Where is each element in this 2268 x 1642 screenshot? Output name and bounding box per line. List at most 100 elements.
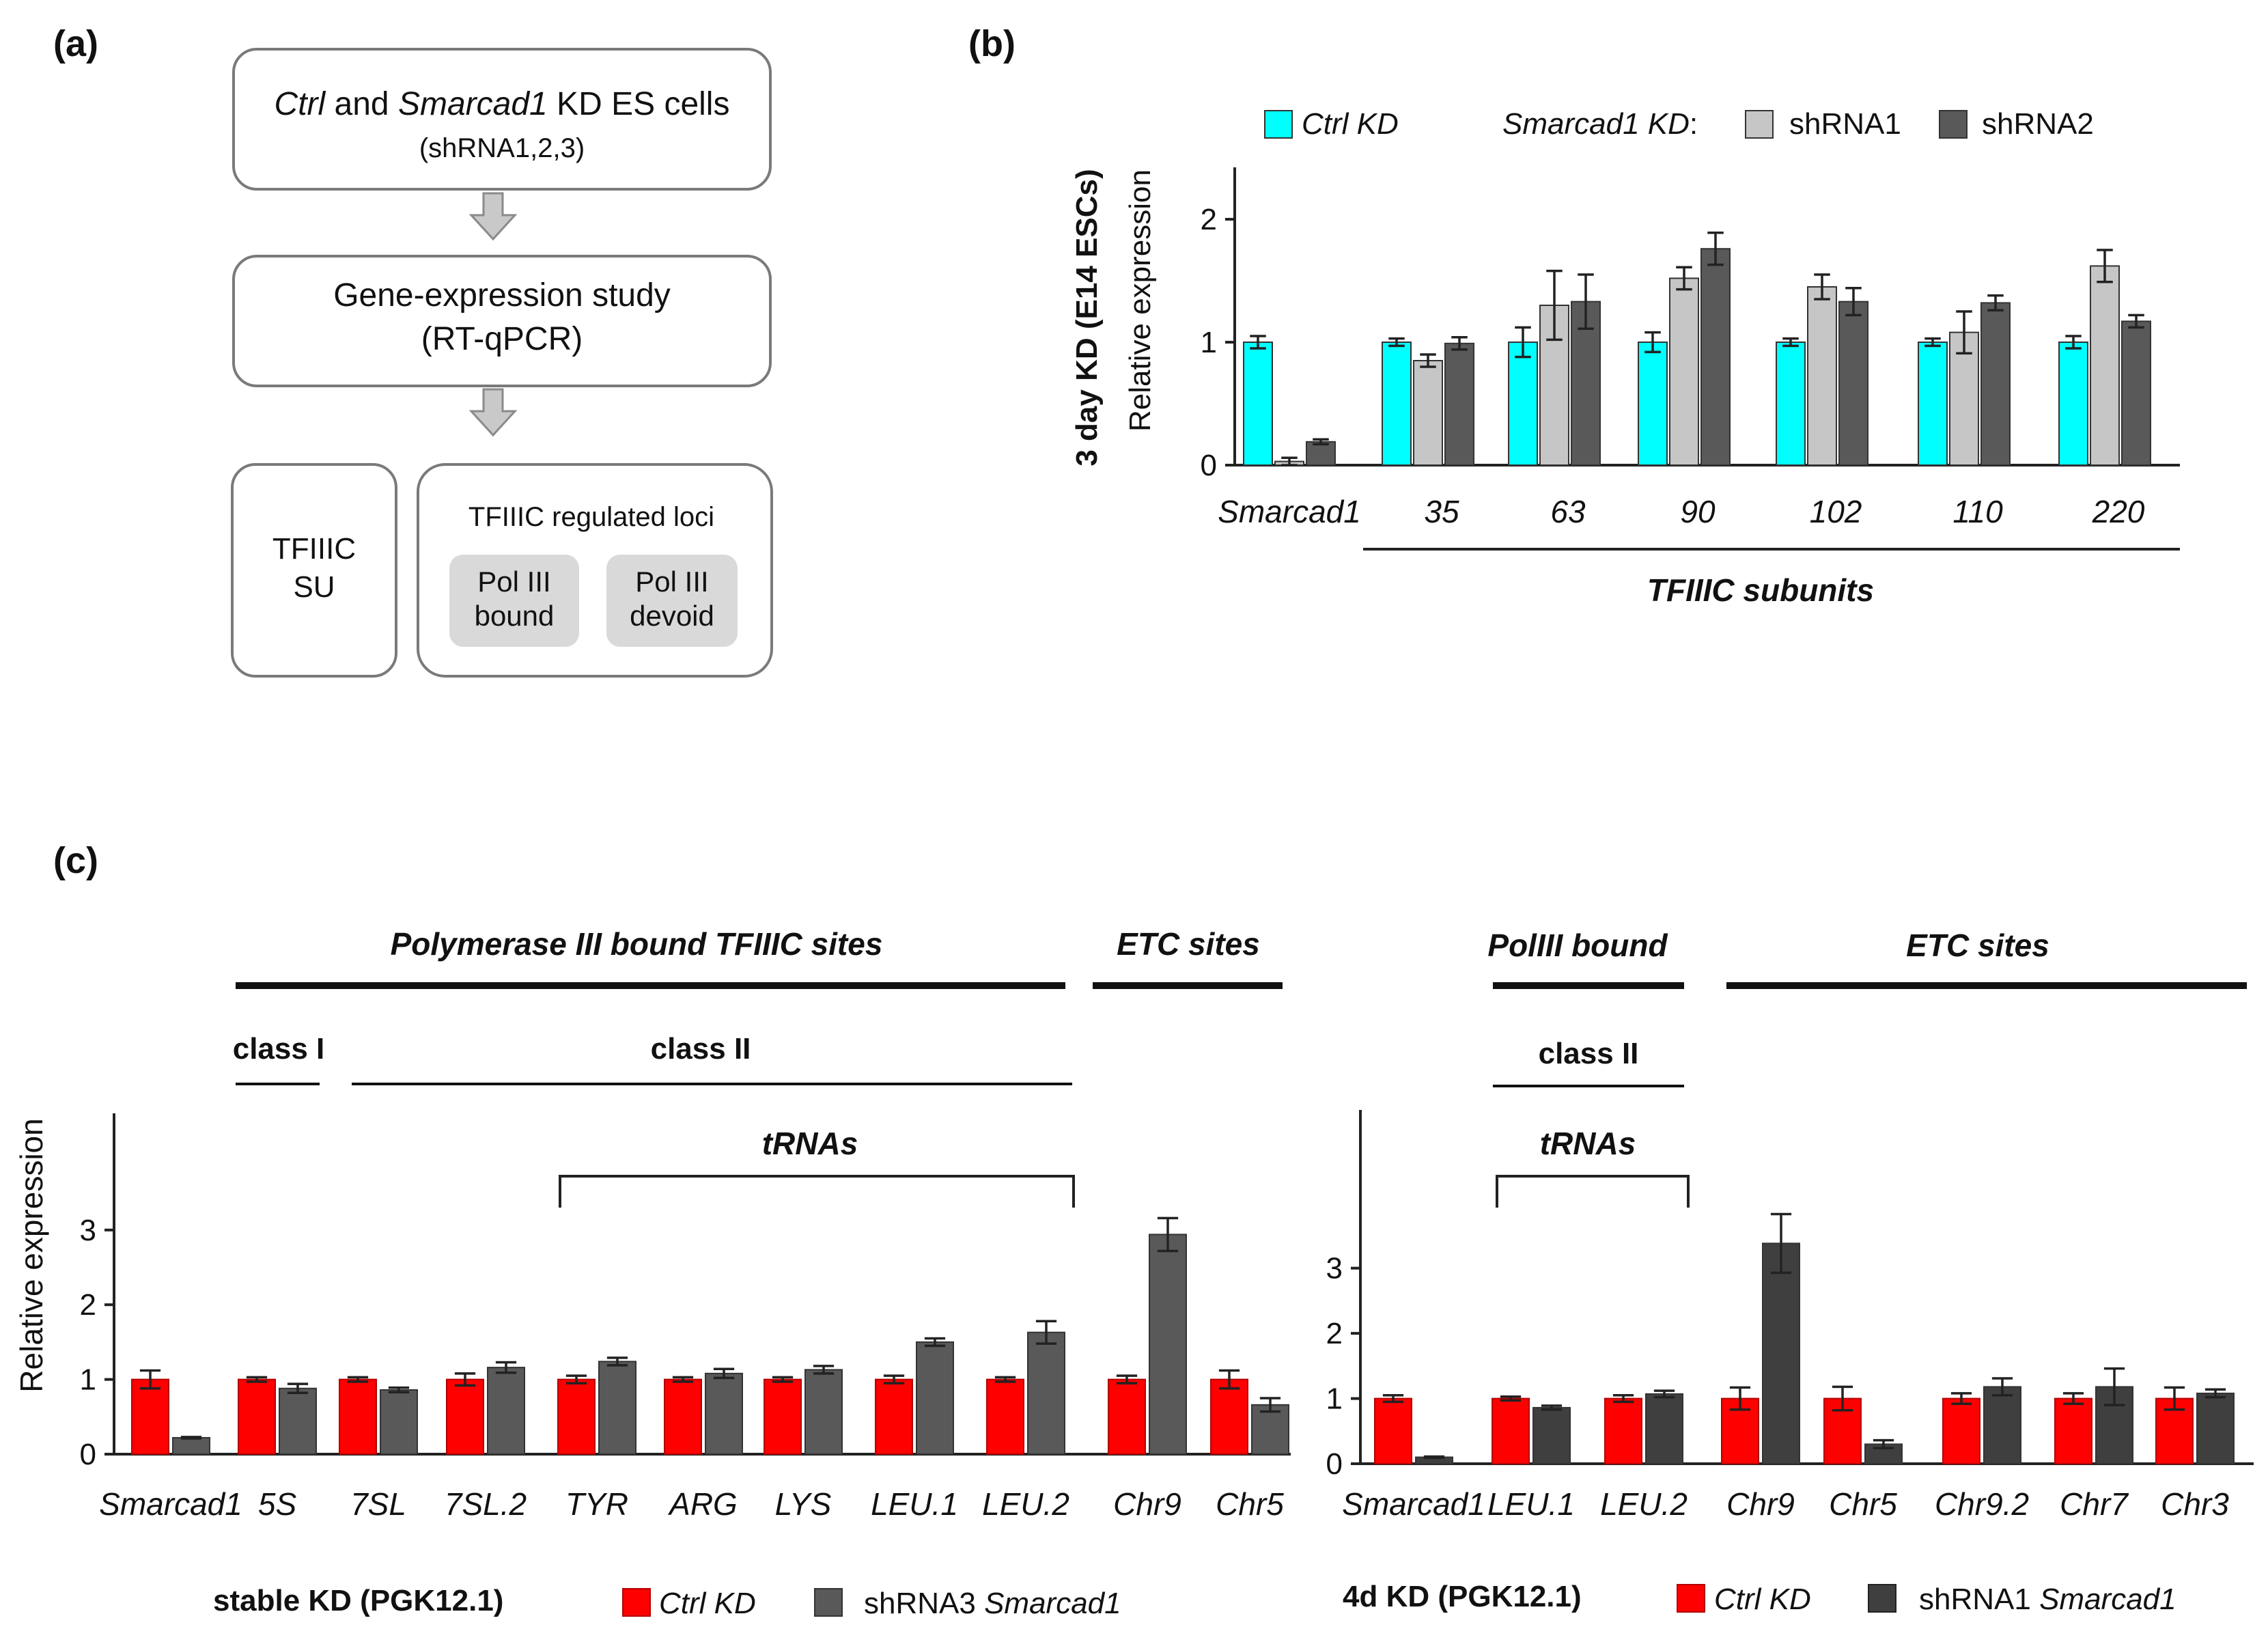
pol3-devoid-box xyxy=(606,555,738,647)
legend-swatch-shrna1 xyxy=(1745,110,1774,139)
error-bar-chr7-shrna1-smarcad1 xyxy=(2103,1367,2125,1406)
legend-title-stable-kd: stable KD (PGK12.1) xyxy=(213,1584,503,1617)
legend-label-shrna1: shRNA1 xyxy=(1789,107,1901,141)
error-bar-7sl-2-shrna3-smarcad1 xyxy=(495,1361,517,1374)
error-bar-smarcad1-shrna3-smarcad1 xyxy=(180,1436,202,1440)
error-bar-63-ctrl-kd xyxy=(1515,326,1531,359)
bar-leu-1-shrna3-smarcad1 xyxy=(916,1341,954,1455)
legend-swatch-shrna3 xyxy=(814,1588,843,1617)
legend-swatch-ctrl-kd-c2 xyxy=(1677,1584,1705,1613)
legend-swatch-ctrl-kd-c1 xyxy=(622,1588,651,1617)
error-bar-arg-shrna3-smarcad1 xyxy=(713,1367,735,1380)
bar-102-shrna1 xyxy=(1807,286,1837,466)
bar-5s-shrna3-smarcad1 xyxy=(279,1387,317,1455)
panel-a-label: (a) xyxy=(53,23,98,64)
y-tick-label: 0 xyxy=(80,1438,96,1471)
y-tick-label: 3 xyxy=(80,1214,96,1247)
bar-chr9-2-ctrl-kd xyxy=(1942,1397,1980,1465)
bar-chr9-2-shrna1-smarcad1 xyxy=(1983,1386,2021,1464)
y-tick-label: 0 xyxy=(1201,449,1217,482)
bar-5s-ctrl-kd xyxy=(238,1378,276,1456)
error-bar-tyr-shrna3-smarcad1 xyxy=(606,1356,628,1367)
error-bar-7sl-shrna3-smarcad1 xyxy=(388,1386,410,1393)
error-bar-leu-1-ctrl-kd xyxy=(883,1374,905,1384)
legend-group-smarcad1-kd: Smarcad1 KD: xyxy=(1502,107,1698,141)
flow-box-study-subtitle: (RT-qPCR) xyxy=(421,321,583,357)
y-tick-label: 2 xyxy=(1201,203,1217,236)
bar-110-shrna2 xyxy=(1980,302,2011,466)
error-bar-110-shrna2 xyxy=(1987,294,2004,311)
x-tick-label-chr9: Chr9 xyxy=(1113,1486,1181,1522)
legend-label-shrna2: shRNA2 xyxy=(1982,107,2094,141)
bar-chr9-shrna1-smarcad1 xyxy=(1762,1242,1800,1465)
x-tick-label-chr9-2: Chr9.2 xyxy=(1935,1486,2029,1522)
x-tick-label-leu-2: LEU.2 xyxy=(982,1486,1069,1522)
bar-7sl-shrna3-smarcad1 xyxy=(380,1389,418,1456)
down-arrow-icon xyxy=(468,192,518,241)
x-tick-label-smarcad1: Smarcad1 xyxy=(1342,1486,1485,1522)
bar-leu-2-shrna1-smarcad1 xyxy=(1645,1393,1683,1465)
error-bar-110-ctrl-kd xyxy=(1924,337,1941,348)
panel-a: (a) Ctrl and Smarcad1 KD ES cells (shRNA… xyxy=(53,23,773,678)
bar-7sl-2-ctrl-kd xyxy=(446,1378,484,1456)
bar-220-ctrl-kd xyxy=(2058,342,2088,466)
x-tick-label-7sl-2: 7SL.2 xyxy=(445,1486,527,1522)
x-tick-label-smarcad1: Smarcad1 xyxy=(1218,494,1361,529)
bar-smarcad1-ctrl-kd xyxy=(1374,1397,1412,1465)
bar-leu-2-ctrl-kd xyxy=(986,1378,1024,1456)
error-bar-7sl-ctrl-kd xyxy=(347,1376,369,1383)
error-bar-chr3-shrna1-smarcad1 xyxy=(2204,1388,2226,1399)
error-bar-smarcad1-shrna1 xyxy=(1281,456,1298,467)
error-bar-smarcad1-ctrl-kd xyxy=(139,1369,161,1390)
chart-c1: 0 1 2 3 Smarcad1 5S 7SL 7SL.2 TYR ARG LYS LEU.1 LEU.… xyxy=(80,1113,1291,1522)
flow-box-study xyxy=(232,255,772,387)
bar-smarcad1-ctrl-kd xyxy=(1243,342,1273,466)
x-tick-label-35: 35 xyxy=(1424,494,1459,529)
bar-tyr-ctrl-kd xyxy=(557,1378,596,1456)
pol3-bound-line2: bound xyxy=(475,600,555,632)
error-bar-chr5-ctrl-kd xyxy=(1218,1369,1240,1390)
error-bar-leu-2-ctrl-kd xyxy=(994,1376,1016,1383)
bar-chr7-ctrl-kd xyxy=(2054,1397,2092,1465)
x-tick-label-arg: ARG xyxy=(667,1486,738,1522)
bar-smarcad1-shrna2 xyxy=(1306,441,1336,466)
bar-220-shrna1 xyxy=(2090,265,2120,466)
bracket-trnas-left xyxy=(559,1175,1075,1208)
chart-b-side-label: 3 day KD (E14 ESCs) xyxy=(1070,169,1104,466)
down-arrow-icon xyxy=(468,388,518,437)
error-bar-chr9-2-shrna1-smarcad1 xyxy=(1991,1377,2013,1397)
x-tick-label-chr5: Chr5 xyxy=(1829,1486,1897,1522)
error-bar-102-shrna1 xyxy=(1814,273,1830,301)
legend-label-ctrl-kd-c1: Ctrl KD xyxy=(659,1587,756,1620)
bar-63-ctrl-kd xyxy=(1508,342,1538,466)
bar-tyr-shrna3-smarcad1 xyxy=(598,1361,636,1456)
error-bar-chr9-shrna1-smarcad1 xyxy=(1770,1212,1792,1275)
flow-box-tfiiic-su-line1: TFIIIC xyxy=(272,532,356,566)
flow-box-cells xyxy=(232,48,772,191)
bar-102-ctrl-kd xyxy=(1776,342,1806,466)
error-bar-90-ctrl-kd xyxy=(1644,331,1661,354)
chart-b: 0 1 2 Smarcad1 35 63 90 102 110 220 xyxy=(1201,167,2180,529)
bar-90-ctrl-kd xyxy=(1638,342,1668,466)
bar-arg-ctrl-kd xyxy=(664,1378,702,1456)
error-bar-leu-1-shrna3-smarcad1 xyxy=(924,1337,946,1348)
y-tick-label: 2 xyxy=(1326,1317,1343,1350)
x-tick-label-102: 102 xyxy=(1810,494,1862,529)
bar-smarcad1-ctrl-kd xyxy=(131,1378,169,1456)
error-bar-chr5-ctrl-kd xyxy=(1832,1385,1853,1412)
bar-leu-1-ctrl-kd xyxy=(1492,1397,1530,1465)
error-bar-220-shrna2 xyxy=(2128,314,2144,329)
error-bar-102-ctrl-kd xyxy=(1782,337,1799,348)
bar-102-shrna2 xyxy=(1838,301,1868,466)
y-tick-label: 3 xyxy=(1326,1252,1343,1285)
error-bar-35-ctrl-kd xyxy=(1388,337,1405,348)
flow-box-tfiiic-su xyxy=(231,463,397,678)
error-bar-chr9-2-ctrl-kd xyxy=(1950,1392,1972,1405)
x-tick-label-220: 220 xyxy=(2092,494,2145,529)
error-bar-chr9-shrna3-smarcad1 xyxy=(1157,1216,1179,1253)
bar-leu-1-shrna1-smarcad1 xyxy=(1532,1406,1571,1464)
error-bar-7sl-2-ctrl-kd xyxy=(454,1372,476,1387)
bar-leu-1-ctrl-kd xyxy=(875,1378,913,1456)
error-bar-smarcad1-ctrl-kd xyxy=(1250,335,1266,350)
